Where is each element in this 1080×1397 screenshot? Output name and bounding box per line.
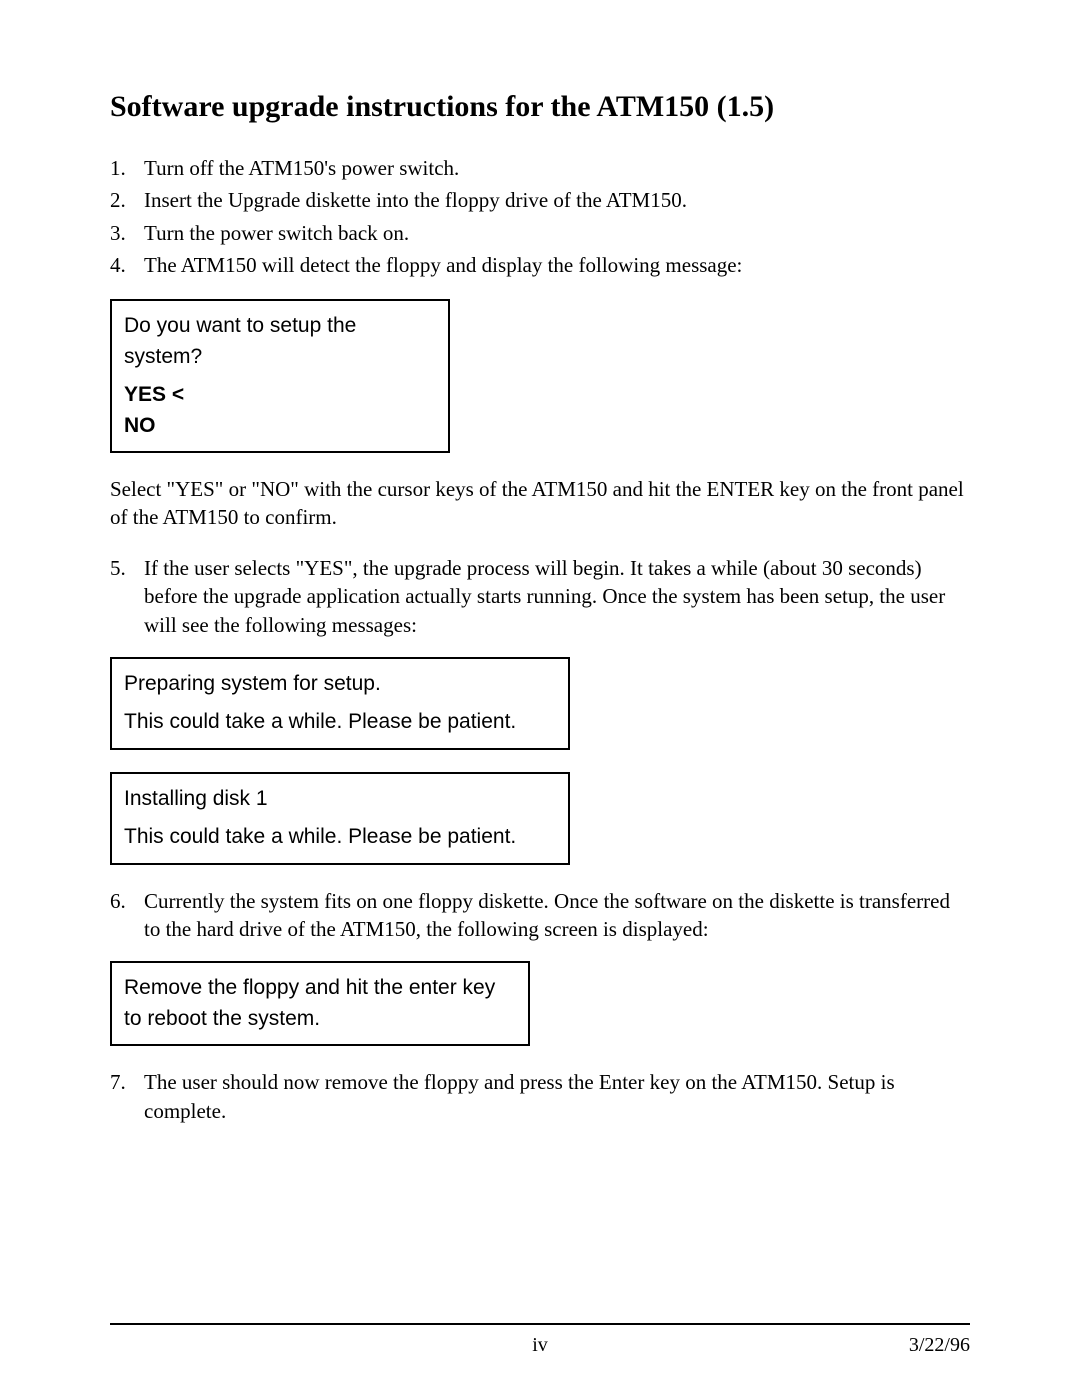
list-item: 7. The user should now remove the floppy… [110, 1068, 970, 1125]
list-item: 1. Turn off the ATM150's power switch. [110, 154, 970, 182]
page-number: iv [110, 1334, 970, 1357]
message-line: This could take a while. Please be patie… [124, 822, 556, 852]
item-number: 4. [110, 251, 144, 279]
message-box-installing: Installing disk 1 This could take a whil… [110, 772, 570, 865]
item-number: 6. [110, 887, 144, 944]
item-number: 2. [110, 186, 144, 214]
paragraph: Select "YES" or "NO" with the cursor key… [110, 475, 970, 532]
option-yes: YES < [124, 380, 436, 410]
list-item: 5. If the user selects "YES", the upgrad… [110, 554, 970, 639]
list-item: 4. The ATM150 will detect the floppy and… [110, 251, 970, 279]
message-line: Remove the floppy and hit the enter key … [124, 973, 516, 1034]
list-item: 6. Currently the system fits on one flop… [110, 887, 970, 944]
steps-list-1: 1. Turn off the ATM150's power switch. 2… [110, 154, 970, 279]
item-number: 3. [110, 219, 144, 247]
item-number: 1. [110, 154, 144, 182]
list-item: 3. Turn the power switch back on. [110, 219, 970, 247]
page-footer: iv 3/22/96 [110, 1334, 970, 1357]
message-line: Installing disk 1 [124, 784, 556, 814]
item-text: Insert the Upgrade diskette into the flo… [144, 186, 970, 214]
message-box-setup-prompt: Do you want to setup the system? YES < N… [110, 299, 450, 453]
message-line: Preparing system for setup. [124, 669, 556, 699]
page-title: Software upgrade instructions for the AT… [110, 90, 970, 124]
option-no: NO [124, 411, 436, 441]
footer-rule [110, 1323, 970, 1325]
list-item: 2. Insert the Upgrade diskette into the … [110, 186, 970, 214]
item-number: 7. [110, 1068, 144, 1125]
item-text: Turn off the ATM150's power switch. [144, 154, 970, 182]
message-box-remove-floppy: Remove the floppy and hit the enter key … [110, 961, 530, 1046]
item-text: The user should now remove the floppy an… [144, 1068, 970, 1125]
item-text: The ATM150 will detect the floppy and di… [144, 251, 970, 279]
message-box-preparing: Preparing system for setup. This could t… [110, 657, 570, 750]
message-line: Do you want to setup the system? [124, 311, 436, 372]
item-text: If the user selects "YES", the upgrade p… [144, 554, 970, 639]
item-text: Currently the system fits on one floppy … [144, 887, 970, 944]
document-page: Software upgrade instructions for the AT… [0, 0, 1080, 1397]
item-number: 5. [110, 554, 144, 639]
item-text: Turn the power switch back on. [144, 219, 970, 247]
message-line: This could take a while. Please be patie… [124, 707, 556, 737]
